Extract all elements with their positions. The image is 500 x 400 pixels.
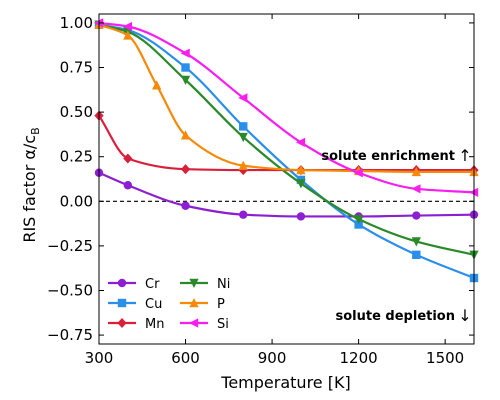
legend-entry-ni: Ni — [180, 277, 230, 292]
plot-background — [99, 14, 474, 344]
series-line-mn — [98, 115, 474, 172]
data-point-cr-400 — [123, 181, 133, 190]
legend-label-p: P — [217, 297, 225, 312]
legend-entry-si: Si — [180, 317, 229, 332]
axis-titles: Temperature [K] RIS factor α/cB — [20, 127, 351, 392]
annotations-layer: solute enrichment ↑ solute depletion ↓ — [321, 146, 471, 325]
y-tick-label-2: −0.25 — [47, 237, 93, 255]
plot-frame — [98, 13, 475, 345]
x-tick-label-1500: 1500 — [426, 349, 464, 367]
y-tick-label-3: 0.00 — [60, 192, 93, 210]
x-axis-title: Temperature [K] — [220, 373, 350, 392]
data-point-p-800 — [238, 160, 248, 170]
legend-marker-cu — [117, 298, 127, 308]
y-tick-label-5: 0.50 — [60, 103, 93, 121]
data-point-p-400 — [123, 30, 133, 40]
series-layer — [93, 18, 479, 283]
legend-label-ni: Ni — [217, 277, 230, 292]
data-point-cu-1400 — [412, 250, 421, 260]
ticks-layer: 300 600 900 1200 1500 −0.75 −0.50 −0.25 0.00 0.25… — [47, 14, 474, 367]
series-line-ni — [98, 23, 475, 256]
legend-label-mn: Mn — [145, 317, 164, 332]
data-point-cr-600 — [181, 201, 190, 210]
data-point-ni-1200 — [353, 214, 364, 225]
data-point-ni-800 — [238, 132, 248, 143]
y-tick-label-4: 0.25 — [60, 148, 93, 166]
x-tick-label-600: 600 — [171, 349, 200, 367]
data-point-cr-1400 — [412, 211, 421, 220]
legend: Cr Cu Mn Ni P Si — [108, 277, 230, 332]
legend-entry-p: P — [180, 297, 225, 312]
series-line-cr — [98, 171, 475, 218]
x-tick-label-900: 900 — [258, 349, 287, 367]
legend-entry-cr: Cr — [108, 277, 160, 292]
depletion-arrow: ↓ — [458, 306, 471, 325]
data-point-p-1400 — [411, 166, 421, 177]
x-tick-label-300: 300 — [85, 349, 114, 367]
data-point-cr-800 — [239, 210, 248, 219]
y-tick-label-0: −0.75 — [47, 326, 93, 344]
series-cr — [94, 168, 479, 221]
legend-marker-ni — [189, 278, 199, 289]
legend-entry-mn: Mn — [108, 317, 164, 332]
data-point-si-400 — [122, 21, 133, 32]
legend-marker-cr — [117, 278, 127, 288]
legend-entry-cu: Cu — [108, 297, 162, 312]
data-point-p-600 — [180, 130, 191, 140]
y-tick-label-7: 1.00 — [60, 14, 93, 32]
plot-area — [99, 14, 474, 344]
data-point-p-1000 — [296, 165, 306, 175]
legend-marker-si — [188, 318, 199, 328]
data-point-mn-400 — [123, 153, 133, 164]
data-point-si-600 — [180, 48, 190, 58]
data-point-si-1000 — [295, 137, 306, 148]
data-point-ni-600 — [180, 75, 191, 86]
data-point-cu-600 — [181, 63, 190, 72]
enrichment-arrow: ↑ — [458, 146, 471, 165]
series-line-cu — [98, 23, 475, 280]
annotation-solute-enrichment: solute enrichment — [321, 149, 455, 164]
legend-label-si: Si — [217, 317, 229, 332]
data-point-p-500 — [152, 80, 162, 90]
series-line-si — [98, 21, 475, 194]
data-point-mn-600 — [180, 164, 191, 175]
data-point-cu-800 — [239, 122, 248, 131]
data-point-si-800 — [238, 93, 248, 103]
y-axis-title-main: RIS factor α/c — [20, 135, 39, 243]
legend-marker-p — [189, 297, 199, 308]
data-point-cu-1200 — [354, 220, 363, 229]
data-point-si-1400 — [411, 184, 421, 194]
y-tick-label-1: −0.50 — [47, 281, 93, 299]
y-axis-title: RIS factor α/cB — [20, 127, 42, 242]
data-point-cr-1000 — [296, 212, 306, 221]
data-point-ni-1400 — [411, 237, 421, 247]
y-tick-label-6: 0.75 — [60, 59, 93, 77]
data-point-si-1200 — [353, 168, 363, 178]
data-point-ni-1000 — [296, 179, 306, 189]
annotation-solute-depletion: solute depletion — [336, 309, 456, 324]
y-axis-title-subscript: B — [29, 127, 42, 135]
x-tick-label-1200: 1200 — [340, 349, 378, 367]
legend-label-cu: Cu — [145, 297, 162, 312]
plot-border — [98, 13, 475, 345]
legend-label-cr: Cr — [145, 277, 160, 292]
legend-marker-mn — [117, 317, 127, 329]
